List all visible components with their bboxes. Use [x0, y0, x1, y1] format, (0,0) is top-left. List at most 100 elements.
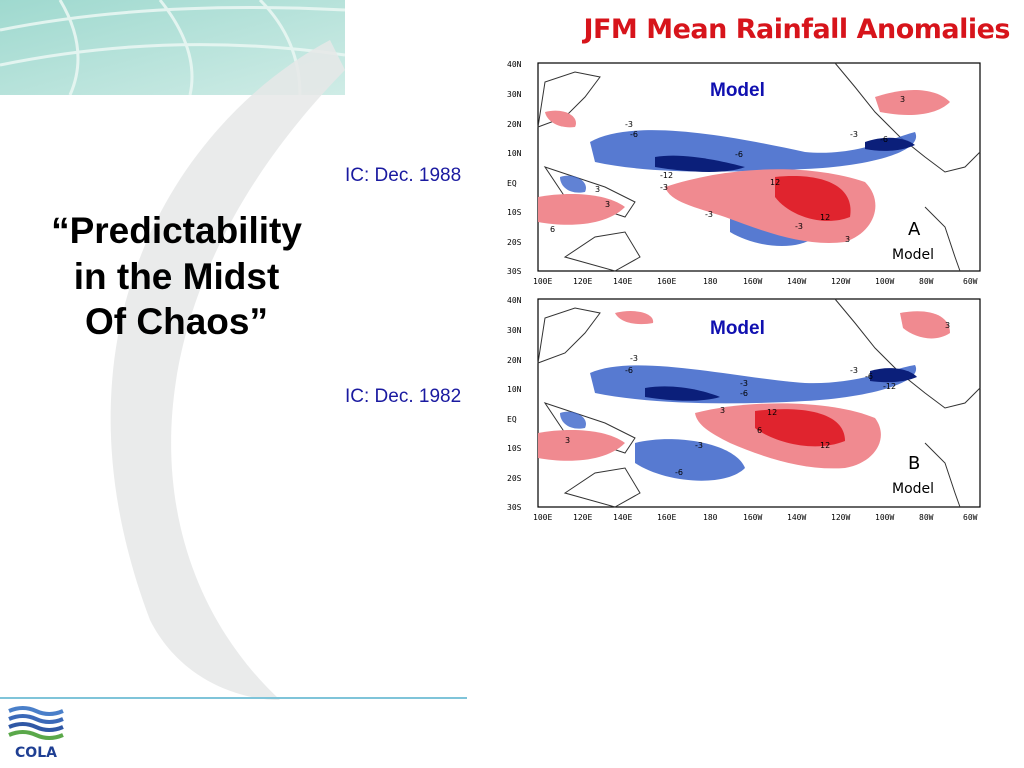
contour-label: -6 — [865, 372, 873, 381]
logo-text: COLA — [15, 745, 57, 761]
lon-tick: 100E — [533, 277, 552, 286]
lat-tick: 10N — [507, 149, 522, 158]
lat-tick: 20N — [507, 120, 522, 129]
contour-label: 6 — [550, 225, 555, 234]
contour-label: 12 — [767, 408, 777, 417]
panel-name: Model — [892, 481, 934, 497]
model-label-a: Model — [710, 80, 765, 101]
quote-line: in the Midst — [73, 255, 280, 297]
lon-tick: 100E — [533, 513, 552, 522]
contour-label: 3 — [565, 436, 570, 445]
lat-tick: 20S — [507, 238, 522, 247]
contour-label: -3 — [660, 183, 668, 192]
contour-label: -3 — [630, 354, 638, 363]
slide-title: JFM Mean Rainfall Anomalies — [583, 14, 1010, 45]
lat-tick: 40N — [507, 296, 522, 305]
lon-tick: 120E — [573, 277, 592, 286]
land-outline — [834, 298, 981, 409]
lat-tick: 20S — [507, 474, 522, 483]
contour-label: -6 — [675, 468, 683, 477]
contour-labels-b: -3 -6 -3 -6 -3 -6 -12 12 6 12 3 -3 -6 3 … — [565, 321, 950, 477]
cola-logo: COLA — [5, 703, 67, 761]
lon-tick: 60W — [963, 513, 978, 522]
lat-tick: EQ — [507, 179, 517, 188]
lat-tick: 10S — [507, 444, 522, 453]
rainfall-anomaly-map-a: 40N 30N 20N 10N EQ 10S 20S 30S 100E 120E… — [507, 60, 981, 286]
contour-label: -3 — [625, 120, 633, 129]
footer-divider — [0, 697, 467, 699]
lon-tick: 100W — [875, 513, 894, 522]
lon-tick: 120W — [831, 513, 850, 522]
ic-label-a: IC: Dec. 1988 — [345, 165, 462, 186]
contour-label: 3 — [945, 321, 950, 330]
contour-label: 3 — [900, 95, 905, 104]
panel-letter: B — [908, 453, 920, 474]
lon-tick: 140W — [787, 277, 806, 286]
lat-tick: 30N — [507, 90, 522, 99]
contour-label: 12 — [820, 441, 830, 450]
contour-label: -12 — [660, 171, 673, 180]
panel-letter: A — [908, 219, 921, 240]
contour-label: -3 — [795, 222, 803, 231]
lon-tick: 160W — [743, 277, 762, 286]
lon-tick: 140W — [787, 513, 806, 522]
contour-label: -6 — [740, 389, 748, 398]
lat-tick: 10N — [507, 385, 522, 394]
lat-tick: 10S — [507, 208, 522, 217]
lat-ticks: 40N 30N 20N 10N EQ 10S 20S 30S — [507, 60, 522, 276]
lat-tick: 20N — [507, 356, 522, 365]
lon-ticks: 100E 120E 140E 160E 180 160W 140W 120W 1… — [533, 277, 978, 286]
contour-label: 3 — [845, 235, 850, 244]
quote-text: “Predictability in the Midst Of Chaos” — [14, 208, 339, 345]
lon-tick: 120E — [573, 513, 592, 522]
lon-tick: 80W — [919, 277, 934, 286]
lat-tick: 30S — [507, 267, 522, 276]
land-outline — [563, 231, 641, 272]
land-outline — [834, 62, 981, 173]
contour-label: -3 — [695, 441, 703, 450]
contour-label: -3 — [850, 366, 858, 375]
contour-label: -3 — [850, 130, 858, 139]
land-outline — [563, 467, 641, 508]
background-arc-graphic — [110, 40, 345, 700]
lon-tick: 80W — [919, 513, 934, 522]
contour-label: -6 — [630, 130, 638, 139]
panel-name: Model — [892, 247, 934, 263]
contour-label: 12 — [770, 178, 780, 187]
contour-label: -3 — [705, 210, 713, 219]
lat-tick: 30N — [507, 326, 522, 335]
contour-label: -6 — [735, 150, 743, 159]
contour-label: 6 — [757, 426, 762, 435]
contour-label: 3 — [595, 185, 600, 194]
positive-anomaly-layer — [538, 90, 950, 243]
positive-anomaly-layer — [538, 311, 950, 469]
lon-tick: 160E — [657, 513, 676, 522]
quote-line: Of Chaos” — [85, 301, 268, 342]
contour-labels-a: -3 -6 -6 -12 -3 3 -3 12 12 -3 -6 3 -3 3 … — [550, 95, 905, 244]
land-outline — [924, 206, 961, 272]
corner-globe-graphic — [0, 0, 345, 95]
lon-tick: 60W — [963, 277, 978, 286]
lat-tick: 30S — [507, 503, 522, 512]
lon-tick: 180 — [703, 513, 718, 522]
contour-label: -12 — [883, 382, 896, 391]
cola-logo-waves-icon — [8, 706, 64, 740]
lat-tick: EQ — [507, 415, 517, 424]
lon-tick: 180 — [703, 277, 718, 286]
contour-label: -6 — [625, 366, 633, 375]
lon-tick: 140E — [613, 277, 632, 286]
lat-tick: 40N — [507, 60, 522, 69]
lon-ticks: 100E 120E 140E 160E 180 160W 140W 120W 1… — [533, 513, 978, 522]
land-outline — [924, 442, 961, 508]
contour-label: -3 — [740, 379, 748, 388]
contour-label: -6 — [880, 135, 888, 144]
contour-label: 3 — [605, 200, 610, 209]
lon-tick: 120W — [831, 277, 850, 286]
lon-tick: 100W — [875, 277, 894, 286]
lat-ticks: 40N 30N 20N 10N EQ 10S 20S 30S — [507, 296, 522, 512]
contour-label: 12 — [820, 213, 830, 222]
lon-tick: 140E — [613, 513, 632, 522]
quote-line: “Predictability — [51, 210, 302, 251]
model-label-b: Model — [710, 318, 765, 339]
contour-label: 3 — [720, 406, 725, 415]
